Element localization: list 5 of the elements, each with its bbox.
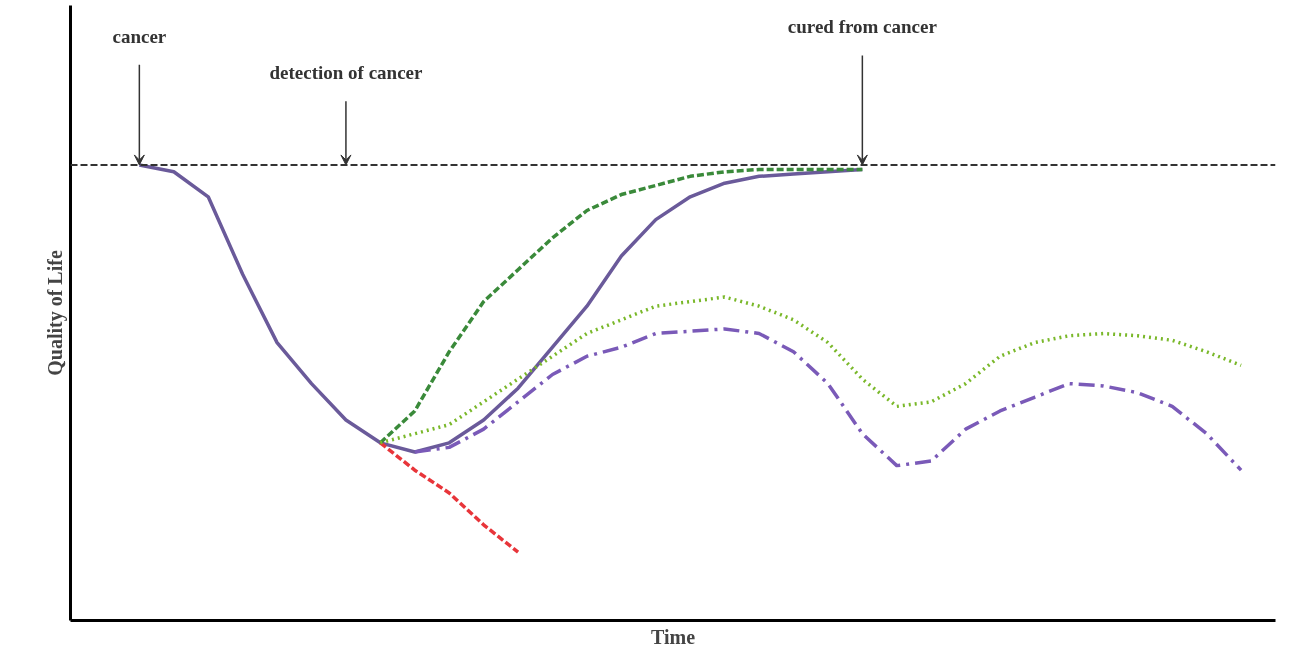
text: cancer — [112, 25, 167, 47]
y-axis-title: Quality of Life — [43, 250, 67, 376]
text: detection of cancer — [269, 61, 423, 83]
x-axis-title: Time — [650, 625, 696, 648]
text: cured from cancer — [787, 16, 938, 38]
